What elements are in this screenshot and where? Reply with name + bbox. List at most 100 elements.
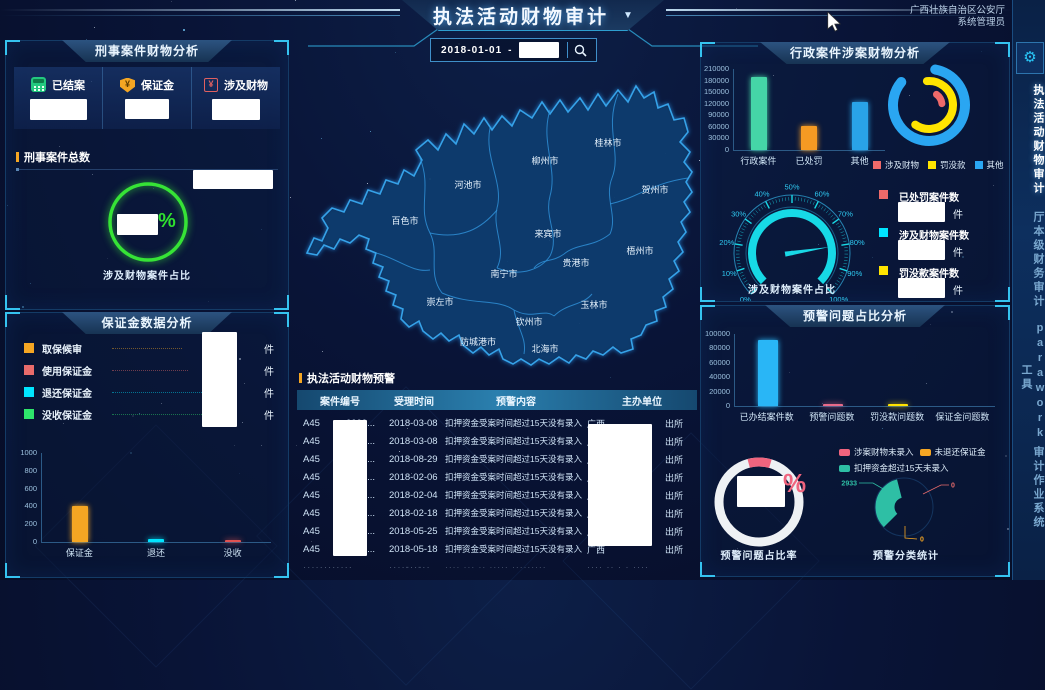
gauge-tick — [743, 226, 746, 228]
legend-swatch — [839, 465, 850, 472]
legend-unit: 件 — [953, 244, 963, 259]
case-prefix: A45 — [303, 436, 320, 447]
x-tick-label: 预警问题数 — [799, 407, 864, 423]
y-tick-label: 210000 — [704, 64, 729, 73]
end-date-redacted[interactable] — [519, 42, 559, 58]
sidebar-item-2[interactable]: parawork工具 — [1013, 322, 1045, 434]
panel-title: 刑事案件财物分析 — [62, 40, 232, 62]
gauge-tick — [843, 263, 846, 264]
gauge-tick — [813, 202, 814, 205]
chevron-down-icon[interactable]: ▼ — [623, 10, 633, 21]
gauge-tick — [738, 266, 741, 267]
legend-swatch — [879, 190, 888, 199]
user-name: 系统管理员 — [805, 17, 1005, 29]
right-sidebar: ⚙ 执法活动财物审计厅本级财务审计 parawork工具审计作业系统 — [1012, 0, 1045, 580]
case-prefix: A45 — [303, 418, 320, 429]
y-tick-label: 150000 — [704, 87, 729, 96]
legend-swatch — [24, 343, 34, 353]
bar — [72, 506, 88, 542]
date-cell: 2018-03-08 — [383, 418, 445, 429]
percent-remnant: % — [158, 211, 176, 231]
gauge-tick — [804, 199, 805, 202]
map-region[interactable] — [307, 86, 692, 365]
gauge-tick — [745, 223, 748, 225]
date-cell: 2018-05-18 — [383, 544, 445, 555]
sidebar-item-3[interactable]: 审计作业系统 — [1013, 440, 1045, 535]
gauge-tick — [737, 268, 745, 270]
sidebar-item-1[interactable]: 厅本级财务审计 — [1013, 210, 1045, 310]
y-tick-label: 200 — [24, 519, 37, 528]
bar — [751, 77, 767, 150]
gauge-tick — [826, 210, 828, 213]
plot-area — [733, 69, 885, 151]
legend-swatch — [839, 449, 850, 456]
gauge-tick — [773, 200, 774, 203]
legend-swatch — [879, 266, 888, 275]
corner-accent — [700, 287, 715, 302]
stat-label: 保证金 — [141, 77, 174, 93]
legend-swatch — [24, 365, 34, 375]
gauge-tick — [737, 263, 740, 264]
gauge-tick — [749, 217, 752, 219]
map-city-label: 桂林市 — [594, 137, 621, 148]
gauge-tick — [751, 215, 754, 217]
callout-line — [905, 526, 917, 539]
stat-item: 保证金 — [103, 67, 192, 129]
y-tick-label: 90000 — [708, 110, 729, 119]
content-cell: 扣押资金受案时间超过15天没有录入 — [445, 471, 587, 483]
x-axis-labels: 行政案件已处罚其他 — [733, 151, 885, 167]
user-info: 广西壮族自治区公安厅 系统管理员 — [805, 5, 1005, 29]
content-cell: 扣押资金受案时间超过15天没有录入 — [445, 435, 587, 447]
org-suffix: 出所 — [665, 507, 683, 520]
legend-leader — [112, 369, 188, 371]
y-tick-label: 60000 — [708, 122, 729, 131]
y-tick-label: 60000 — [709, 358, 730, 367]
guangxi-map[interactable]: 桂林市柳州市贺州市河池市百色市来宾市梧州市贵港市南宁市崇左市玉林市钦州市防城港市… — [292, 58, 697, 370]
map-city-label: 防城港市 — [460, 336, 496, 347]
faded-cell: ····-··-·· — [383, 562, 445, 573]
gauge-tick — [824, 208, 826, 211]
legend-unit: 件 — [250, 385, 274, 400]
x-tick-label: 没收 — [194, 543, 271, 559]
panel-title: 保证金数据分析 — [62, 312, 232, 334]
org-name: 广西壮族自治区公安厅 — [805, 5, 1005, 17]
map-city-label: 河池市 — [454, 179, 481, 190]
case-prefix: A45 — [303, 472, 320, 483]
legend-label: 其他 — [987, 159, 1004, 171]
gauge-tick — [832, 219, 838, 224]
gauge-tick-label: 10% — [722, 269, 737, 278]
gauge-tick — [819, 205, 821, 208]
header-deco-line — [0, 15, 400, 16]
case-prefix: A45 — [303, 526, 320, 537]
corner-accent — [700, 305, 715, 320]
gauge-tick-label: 50% — [784, 183, 799, 192]
start-date-value[interactable]: 2018-01-01 — [431, 45, 502, 56]
legend-label: 取保候审 — [42, 341, 108, 356]
legend-unit: 件 — [953, 282, 963, 297]
gauge-tick — [740, 272, 743, 273]
map-city-label: 玉林市 — [580, 299, 607, 310]
sidebar-item-0[interactable]: 执法活动财物审计 — [1013, 84, 1045, 196]
plot-area — [734, 334, 995, 407]
star-dot — [295, 0, 296, 1]
table-row-partial: ················-··-······ ··· ·· ····· … — [297, 558, 697, 576]
redaction-box — [898, 202, 945, 222]
redaction-box — [117, 214, 158, 235]
map-city-label: 柳州市 — [531, 155, 558, 166]
bar-slot — [734, 77, 784, 150]
y-tick-label: 0 — [726, 401, 730, 410]
x-tick-label: 行政案件 — [733, 151, 784, 167]
stat-head: 已结案 — [31, 77, 85, 93]
x-tick-label: 已办结案件数 — [734, 407, 799, 423]
y-tick-label: 0 — [33, 537, 37, 546]
legend-leader — [112, 413, 208, 415]
legend-swatch — [24, 409, 34, 419]
y-tick-label: 1000 — [20, 448, 37, 457]
y-tick-label: 180000 — [704, 76, 729, 85]
corner-accent — [995, 305, 1010, 320]
gear-icon[interactable]: ⚙ — [1016, 42, 1044, 74]
magnifier-icon[interactable] — [568, 39, 594, 61]
redaction-box — [193, 170, 273, 189]
